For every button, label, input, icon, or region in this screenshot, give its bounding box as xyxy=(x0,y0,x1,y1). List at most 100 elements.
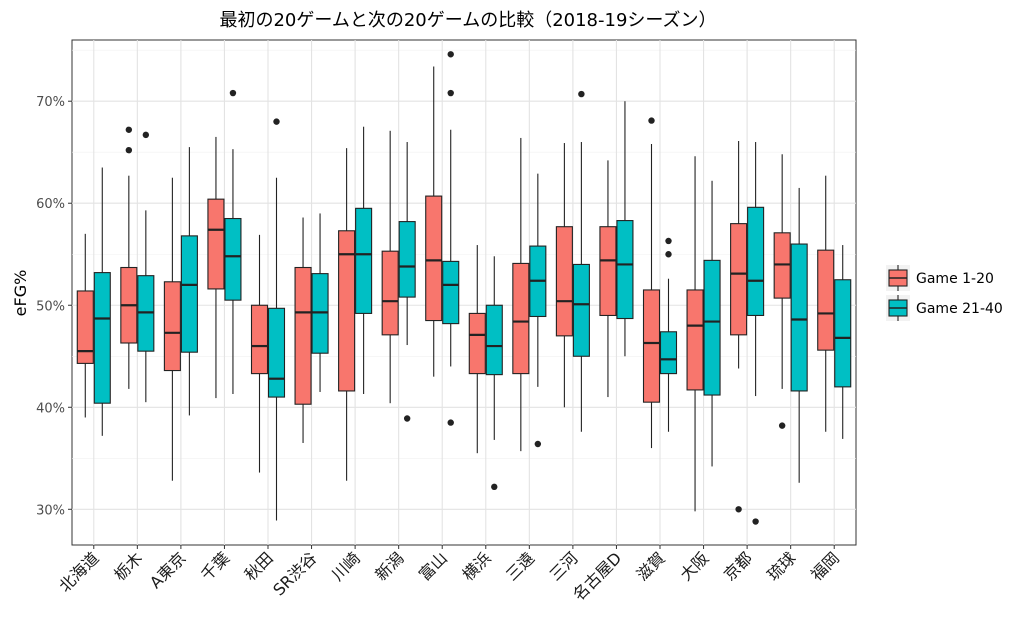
box-game-21-40 xyxy=(93,167,111,436)
box-game-1-20 xyxy=(512,137,530,452)
outlier-point xyxy=(142,131,150,139)
box-iqr xyxy=(163,281,181,372)
box-iqr xyxy=(599,226,617,317)
x-tick-label: A東京 xyxy=(146,548,190,592)
x-tick-label: 北海道 xyxy=(55,548,102,595)
box-game-21-40 xyxy=(790,187,808,483)
outlier-point xyxy=(403,415,411,422)
x-tick-label: 横浜 xyxy=(459,548,495,584)
x-tick-label: 大阪 xyxy=(676,548,712,584)
outlier-point xyxy=(447,89,454,97)
box-game-21-40 xyxy=(355,126,373,395)
box-iqr xyxy=(485,304,503,376)
box-iqr xyxy=(572,263,590,357)
box-game-1-20 xyxy=(773,154,791,429)
box-game-1-20 xyxy=(642,117,661,449)
box-game-1-20 xyxy=(76,233,94,418)
box-iqr xyxy=(659,331,678,375)
box-game-1-20 xyxy=(381,130,399,404)
box-iqr xyxy=(76,290,94,364)
box-iqr xyxy=(267,307,286,398)
box-iqr xyxy=(817,249,835,351)
boxes-layer xyxy=(76,51,852,525)
x-tick-label: 福岡 xyxy=(807,548,843,584)
box-iqr xyxy=(250,304,269,375)
box-iqr xyxy=(207,198,225,290)
box-iqr xyxy=(686,289,704,391)
x-tick-label: 三河 xyxy=(546,548,582,584)
y-tick-label: 70% xyxy=(36,95,65,110)
y-tick-label: 50% xyxy=(36,299,65,314)
outlier-point xyxy=(534,440,542,448)
box-iqr xyxy=(425,195,443,322)
box-iqr xyxy=(555,226,573,337)
box-game-1-20 xyxy=(817,175,835,432)
x-tick-label: 富山 xyxy=(415,548,451,584)
box-iqr xyxy=(468,312,486,375)
box-game-1-20 xyxy=(468,245,486,454)
legend-label: Game 21-40 xyxy=(916,301,1003,317)
outlier-point xyxy=(665,237,672,245)
outlier-point xyxy=(665,251,672,258)
y-axis: 30% 40% 50% 60% 70% xyxy=(36,95,72,518)
box-game-1-20 xyxy=(730,141,748,513)
box-game-1-20 xyxy=(425,66,443,377)
box-iqr xyxy=(730,223,748,336)
box-game-21-40 xyxy=(659,237,678,432)
box-game-1-20 xyxy=(555,143,573,408)
box-iqr xyxy=(398,221,416,298)
box-game-1-20 xyxy=(686,156,704,512)
box-iqr xyxy=(442,260,460,325)
box-iqr xyxy=(703,259,721,396)
x-tick-label: 川崎 xyxy=(328,548,364,584)
y-tick-label: 40% xyxy=(36,401,65,416)
x-tick-label: 三遠 xyxy=(502,548,538,584)
legend-label: Game 1-20 xyxy=(916,271,994,287)
box-game-1-20 xyxy=(207,136,225,399)
box-game-21-40 xyxy=(267,118,286,521)
box-iqr xyxy=(381,250,399,336)
box-game-21-40 xyxy=(834,245,852,439)
y-tick-label: 30% xyxy=(36,503,65,518)
outlier-point xyxy=(447,419,454,426)
x-tick-label: SR渋谷 xyxy=(269,548,320,599)
x-tick-label: 京都 xyxy=(720,548,756,584)
x-tick-label: 名古屋D xyxy=(569,548,625,604)
box-game-21-40 xyxy=(572,90,590,432)
box-iqr xyxy=(790,243,808,392)
box-iqr xyxy=(355,207,373,314)
box-iqr xyxy=(93,272,111,404)
box-game-1-20 xyxy=(338,148,356,481)
x-tick-label: 滋賀 xyxy=(633,548,669,584)
box-game-21-40 xyxy=(311,213,329,392)
box-iqr xyxy=(224,217,242,301)
outlier-point xyxy=(447,51,454,58)
y-tick-label: 60% xyxy=(36,197,65,212)
box-game-1-20 xyxy=(120,126,138,389)
plot-panel xyxy=(71,39,857,546)
outlier-point xyxy=(491,483,498,491)
x-tick-label: 秋田 xyxy=(241,548,277,584)
outlier-point xyxy=(778,422,786,429)
outlier-point xyxy=(125,146,133,154)
box-iqr xyxy=(747,206,765,317)
box-game-1-20 xyxy=(163,177,181,481)
outlier-point xyxy=(648,117,655,124)
box-game-21-40 xyxy=(747,142,765,525)
legend: Game 1-20 Game 21-40 xyxy=(886,265,1003,321)
box-iqr xyxy=(642,289,661,403)
box-iqr xyxy=(294,266,312,405)
chart-title: 最初の20ゲームと次の20ゲームの比較（2018-19シーズン） xyxy=(219,10,716,31)
x-tick-label: 新潟 xyxy=(371,548,407,584)
x-tick-label: 栃木 xyxy=(110,548,146,584)
outlier-point xyxy=(752,518,759,525)
outlier-point xyxy=(125,126,133,133)
box-game-21-40 xyxy=(224,89,242,395)
box-iqr xyxy=(616,220,634,320)
x-tick-label: 千葉 xyxy=(197,548,233,584)
box-game-1-20 xyxy=(599,160,617,398)
x-tick-label: 琉球 xyxy=(763,548,799,584)
box-game-1-20 xyxy=(294,217,312,443)
